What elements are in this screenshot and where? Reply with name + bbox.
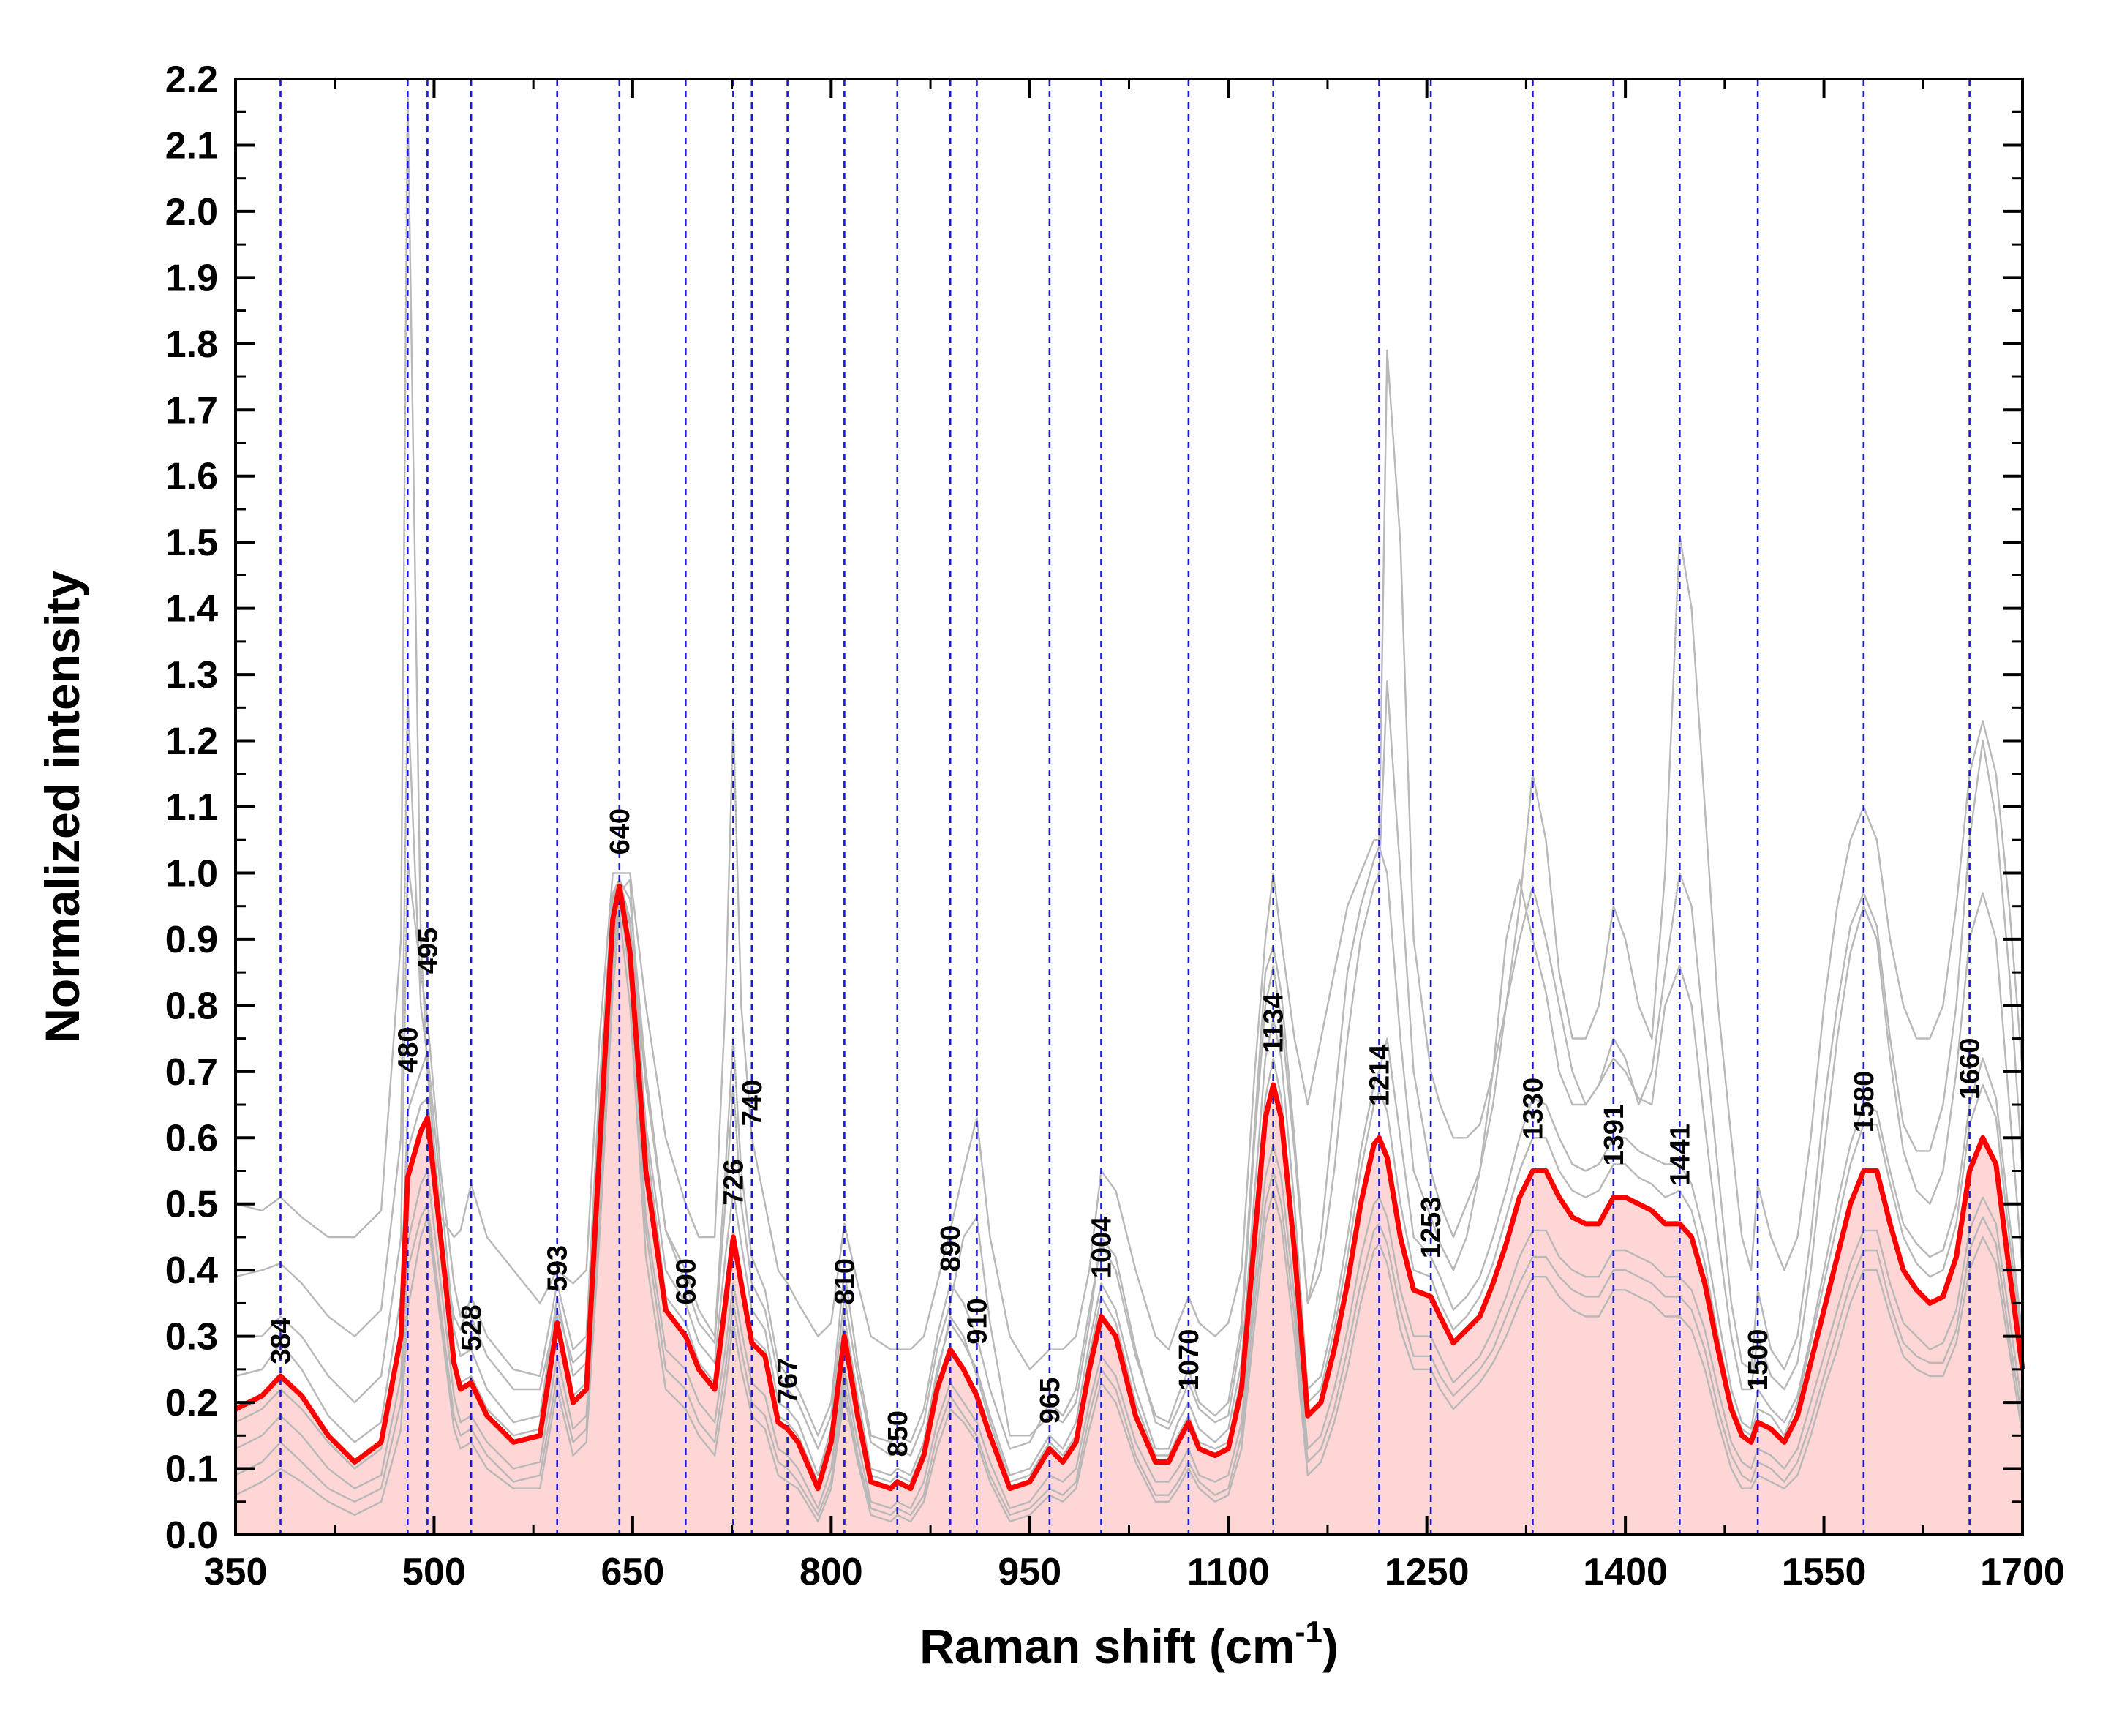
x-tick-label-1400: 1400 [1583, 1551, 1668, 1593]
mean-layer [234, 884, 2025, 1492]
y-tick-label-1.0: 1.0 [165, 852, 218, 895]
y-tick-label-2.2: 2.2 [165, 59, 218, 101]
x-axis-title-main: Raman shift (cm [919, 1619, 1295, 1673]
x-tick-label-950: 950 [998, 1551, 1061, 1593]
y-tick-label-2.1: 2.1 [165, 124, 218, 167]
peak-label-810: 810 [829, 1258, 860, 1304]
x-tick-label-1550: 1550 [1782, 1551, 1867, 1593]
peak-label-965: 965 [1035, 1378, 1066, 1424]
y-tick-label-1.6: 1.6 [165, 456, 218, 498]
individual-spectrum-line-8 [235, 898, 2024, 1517]
peak-label-1070: 1070 [1174, 1329, 1205, 1391]
y-tick-label-0.8: 0.8 [165, 985, 218, 1027]
y-tick-label-0.7: 0.7 [165, 1051, 218, 1094]
fill-layer [236, 886, 2022, 1535]
mean-fill-area [236, 886, 2022, 1535]
y-tick-label-1.1: 1.1 [165, 786, 218, 829]
x-axis-ticks: 350 500 650 800 950 1100 1250 1400 1550 1700 [204, 79, 2065, 1593]
peak-label-1253: 1253 [1416, 1197, 1447, 1259]
x-tick-label-800: 800 [799, 1551, 863, 1593]
y-tick-label-1.3: 1.3 [165, 654, 218, 696]
y-tick-label-0.9: 0.9 [165, 919, 218, 961]
peak-lines [279, 79, 1971, 1535]
x-axis-title: Raman shift (cm-1) [919, 1615, 1339, 1673]
y-tick-label-2.0: 2.0 [165, 191, 218, 233]
peak-label-690: 690 [671, 1258, 701, 1304]
x-tick-label-1700: 1700 [1980, 1551, 2065, 1593]
y-tick-label-0.2: 0.2 [165, 1382, 218, 1424]
x-axis-title-close: ) [1322, 1619, 1339, 1673]
peak-label-1134: 1134 [1259, 993, 1290, 1053]
peak-label-910: 910 [962, 1298, 993, 1344]
peak-label-640: 640 [605, 808, 636, 854]
y-axis-title: Normalized intensity [35, 571, 89, 1043]
y-tick-label-1.9: 1.9 [165, 257, 218, 299]
peak-label-1580: 1580 [1849, 1071, 1880, 1133]
individual-spectrum-line-1 [235, 91, 2024, 1371]
y-tick-label-0.0: 0.0 [165, 1514, 218, 1557]
mean-spectrum-line [234, 884, 2025, 1492]
y-axis-ticks: 0.0 0.1 0.2 0.3 0.4 0.5 0.6 0.7 0.8 0.9 1.0 1.1 1.2 1… [165, 59, 2022, 1557]
y-tick-label-1.2: 1.2 [165, 721, 218, 763]
peak-label-726: 726 [718, 1159, 749, 1205]
y-tick-label-1.4: 1.4 [165, 588, 218, 631]
peak-label-1330: 1330 [1518, 1078, 1549, 1140]
peak-label-384: 384 [266, 1318, 297, 1364]
peak-label-593: 593 [543, 1245, 573, 1291]
x-tick-label-500: 500 [402, 1551, 466, 1593]
y-tick-label-1.7: 1.7 [165, 389, 218, 432]
peak-label-1391: 1391 [1599, 1104, 1630, 1166]
x-tick-label-1250: 1250 [1385, 1551, 1470, 1593]
y-tick-label-0.3: 0.3 [165, 1316, 218, 1359]
peak-label-480: 480 [393, 1026, 424, 1072]
peak-label-890: 890 [936, 1225, 966, 1271]
peak-label-1500: 1500 [1743, 1329, 1774, 1391]
y-tick-label-0.1: 0.1 [165, 1448, 218, 1491]
y-tick-label-1.5: 1.5 [165, 522, 218, 564]
peak-label-1214: 1214 [1365, 1045, 1396, 1107]
peak-label-740: 740 [737, 1080, 768, 1126]
x-axis-title-superscript: -1 [1295, 1615, 1322, 1649]
peak-label-1441: 1441 [1665, 1124, 1696, 1186]
peak-label-1004: 1004 [1087, 1217, 1118, 1279]
x-tick-label-650: 650 [601, 1551, 665, 1593]
y-tick-label-0.5: 0.5 [165, 1184, 218, 1226]
peak-label-528: 528 [456, 1304, 487, 1350]
peak-label-850: 850 [883, 1410, 914, 1457]
y-tick-label-0.4: 0.4 [165, 1250, 218, 1292]
peak-label-1660: 1660 [1955, 1038, 1986, 1100]
x-tick-label-350: 350 [204, 1551, 268, 1593]
peak-label-767: 767 [773, 1358, 804, 1404]
y-tick-label-0.6: 0.6 [165, 1117, 218, 1160]
y-tick-label-1.8: 1.8 [165, 323, 218, 366]
peak-labels: 384 480 495 528 593 640 690 726 740 767 810 850 890 9… [266, 808, 1986, 1457]
peak-label-495: 495 [413, 928, 443, 974]
x-tick-label-1100: 1100 [1187, 1551, 1270, 1593]
individual-spectrum-line-5 [235, 912, 2024, 1523]
